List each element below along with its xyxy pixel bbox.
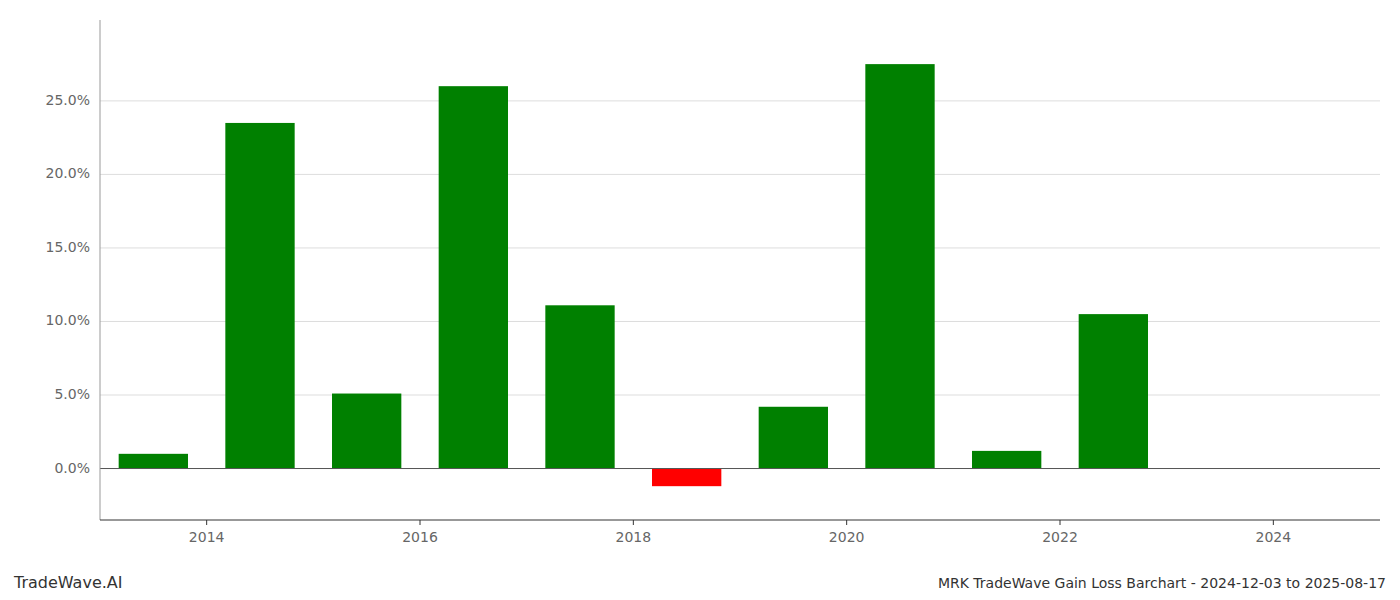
y-tick-labels: 0.0% 5.0% 10.0% 15.0% 20.0% 25.0%: [46, 92, 90, 476]
x-tick-label: 2018: [616, 529, 652, 545]
bar: [652, 469, 721, 487]
bar: [545, 305, 614, 468]
y-tick-label: 25.0%: [46, 92, 90, 108]
background: [0, 0, 1400, 600]
bar: [865, 64, 934, 468]
bar: [439, 86, 508, 468]
x-tick: [633, 520, 634, 525]
y-tick-label: 10.0%: [46, 312, 90, 328]
grid-line: [100, 100, 1380, 101]
x-tick-label: 2022: [1042, 529, 1078, 545]
title: MRK TradeWave Gain Loss Barchart - 2024-…: [938, 575, 1386, 591]
chart: 0.0% 5.0% 10.0% 15.0% 20.0% 25.0% 2014 2016 2018…: [0, 0, 1400, 600]
x-tick: [1273, 520, 1274, 525]
watermark: TradeWave.AI: [13, 573, 122, 592]
x-tick: [420, 520, 421, 525]
y-tick-label: 15.0%: [46, 239, 90, 255]
x-tick: [206, 520, 207, 525]
x-tick-label: 2014: [189, 529, 225, 545]
zero-line: [100, 468, 1380, 469]
x-tick: [846, 520, 847, 525]
y-axis-line: [100, 20, 101, 520]
bar: [119, 454, 188, 469]
x-tick-label: 2016: [402, 529, 438, 545]
y-tick-label: 5.0%: [54, 386, 90, 402]
x-tick-label: 2020: [829, 529, 865, 545]
grid-line: [100, 468, 1380, 469]
y-tick-label: 20.0%: [46, 165, 90, 181]
bar: [332, 394, 401, 469]
x-tick: [1060, 520, 1061, 525]
y-tick-label: 0.0%: [54, 460, 90, 476]
bar: [1079, 314, 1148, 468]
x-axis-line: [100, 520, 1380, 521]
y-grid: [100, 101, 1380, 469]
chart-container: 0.0% 5.0% 10.0% 15.0% 20.0% 25.0% 2014 2016 2018…: [0, 0, 1400, 600]
x-tick-label: 2024: [1256, 529, 1292, 545]
bar: [225, 123, 294, 469]
x-tick-labels: 2014 2016 2018 2020 2022 2024: [189, 520, 1291, 545]
bars: [119, 64, 1148, 486]
bar: [759, 407, 828, 469]
bar: [972, 451, 1041, 469]
